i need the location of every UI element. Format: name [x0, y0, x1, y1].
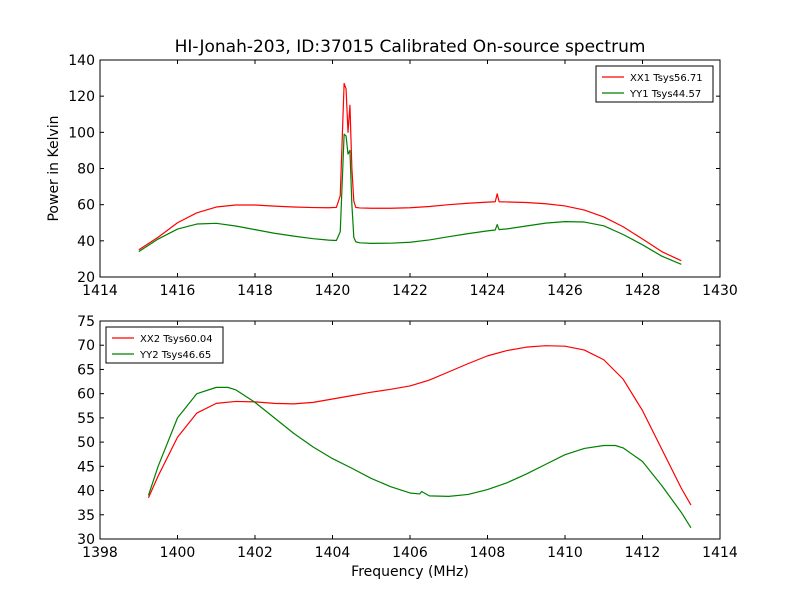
top-axes: 1414 1416 1418 1420 1422 1424 1426 1428 1430 20 40…: [46, 53, 738, 299]
x-tick-label: 1422: [392, 283, 428, 299]
x-tick-label: 1416: [160, 283, 196, 299]
x-tick-label: 1406: [392, 545, 428, 561]
series-line-2-1: [147, 345, 692, 506]
x-tick-label: 1398: [82, 545, 118, 561]
x-tick-label: 1426: [547, 283, 583, 299]
y-tick-label: 100: [68, 125, 95, 141]
x-tick-label: 1410: [547, 545, 583, 561]
y-tick-label: 80: [77, 162, 95, 178]
x-tick-label: 1408: [470, 545, 506, 561]
y-tick-label: 35: [77, 508, 95, 524]
y-tick-label: 60: [77, 387, 95, 403]
x-tick-label: 1424: [470, 283, 506, 299]
y-tick-label: 50: [77, 435, 95, 451]
series-line-2-2: [147, 386, 692, 529]
series-line-1-1: [138, 82, 682, 262]
x-tick-label: 1412: [625, 545, 661, 561]
legend-entry: XX1 Tsys56.71: [630, 73, 703, 84]
y-tick-label: 55: [77, 411, 95, 427]
legend-entry: XX2 Tsys60.04: [140, 334, 213, 345]
x-axis-label: Frequency (MHz): [351, 564, 469, 580]
y-tick-label: 60: [77, 198, 95, 214]
x-tick-label: 1414: [702, 545, 738, 561]
bottom-axes: 1398 1400 1402 1404 1406 1408 1410 1412 1414 30 35…: [77, 314, 738, 580]
y-tick-label: 20: [77, 270, 95, 286]
legend: XX1 Tsys56.71 YY1 Tsys44.57: [595, 65, 714, 103]
y-tick-label: 30: [77, 532, 95, 548]
x-tick-label: 1420: [315, 283, 351, 299]
y-tick-label: 120: [68, 89, 95, 105]
series-line-1-2: [138, 133, 682, 265]
x-tick-label: 1404: [315, 545, 351, 561]
y-axis-label: Power in Kelvin: [46, 115, 62, 221]
legend: XX2 Tsys60.04 YY2 Tsys46.65: [105, 326, 224, 364]
legend-entry: YY1 Tsys44.57: [629, 89, 701, 100]
x-tick-label: 1428: [625, 283, 661, 299]
legend-entry: YY2 Tsys46.65: [139, 350, 211, 361]
y-tick-label: 40: [77, 484, 95, 500]
x-tick-label: 1418: [237, 283, 273, 299]
x-tick-label: 1402: [237, 545, 273, 561]
figure-title: HI-Jonah-203, ID:37015 Calibrated On-sou…: [175, 37, 646, 57]
y-tick-label: 140: [68, 53, 95, 69]
legend-box: [595, 65, 714, 103]
y-tick-label: 40: [77, 234, 95, 250]
y-tick-label: 70: [77, 338, 95, 354]
y-tick-label: 65: [77, 362, 95, 378]
legend-box: [105, 326, 224, 364]
x-tick-label: 1400: [160, 545, 196, 561]
x-tick-label: 1430: [702, 283, 738, 299]
x-tick-label: 1414: [82, 283, 118, 299]
y-tick-label: 75: [77, 314, 95, 330]
y-tick-label: 45: [77, 459, 95, 475]
